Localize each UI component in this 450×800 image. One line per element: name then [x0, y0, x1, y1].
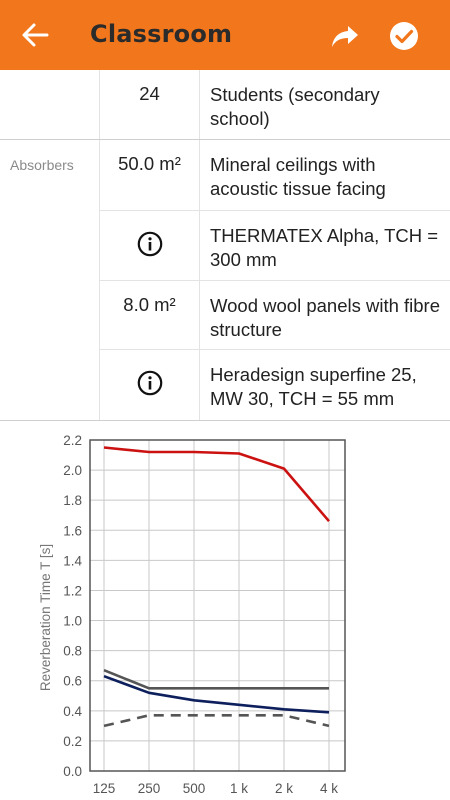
absorber-area: 50.0 m²: [100, 140, 200, 211]
y-tick-label: 0.0: [63, 764, 82, 779]
divider: [100, 280, 450, 281]
x-tick-label: 4 k: [320, 781, 338, 796]
row-label: [0, 281, 100, 350]
info-cell: [100, 350, 200, 421]
row-label: [0, 70, 100, 140]
page-title: Classroom: [90, 20, 233, 48]
absorber-area: 8.0 m²: [100, 281, 200, 350]
y-tick-label: 0.8: [63, 644, 82, 659]
row-label: [0, 350, 100, 421]
absorber-description: Mineral ceilings with acoustic tissue fa…: [210, 154, 386, 199]
arrow-left-icon[interactable]: [20, 21, 50, 49]
absorber-product-row: THERMATEX Alpha, TCH = 300 mm: [0, 211, 450, 281]
divider: [100, 349, 450, 350]
info-icon[interactable]: [137, 370, 163, 396]
students-description: Students (secondary school): [210, 84, 380, 129]
absorber-row: 8.0 m² Wood wool panels with fibre struc…: [0, 281, 450, 350]
check-circle-icon[interactable]: [389, 21, 419, 51]
y-tick-label: 0.2: [63, 734, 82, 749]
series-line-3: [103, 674, 330, 714]
x-tick-label: 250: [138, 781, 161, 796]
students-row: 24 Students (secondary school): [0, 70, 450, 140]
plot-frame: [89, 439, 346, 772]
reverberation-chart: 0.0 0.2 0.4 0.6 0.8 1.0 1.2 1.4 1.6 1.8 2.0 2.2 125 2…: [38, 433, 346, 796]
y-tick-label: 1.4: [63, 553, 82, 568]
info-cell: [100, 211, 200, 281]
students-count: 24: [100, 70, 200, 140]
absorber-product: Heradesign superfine 25, MW 30, TCH = 55…: [210, 364, 417, 409]
share-icon[interactable]: [330, 22, 360, 50]
x-tick-label: 1 k: [230, 781, 248, 796]
y-tick-label: 1.0: [63, 614, 82, 629]
absorber-product: THERMATEX Alpha, TCH = 300 mm: [210, 225, 439, 270]
series-line-2: [103, 668, 329, 690]
divider: [0, 420, 450, 421]
x-tick-label: 500: [183, 781, 206, 796]
y-tick-label: 0.6: [63, 674, 82, 689]
y-axis-label: Reverberation Time T [s]: [38, 544, 53, 691]
y-tick-label: 1.6: [63, 523, 82, 538]
x-tick-label: 125: [93, 781, 116, 796]
y-tick-label: 1.2: [63, 583, 82, 598]
row-label: [0, 211, 100, 281]
y-tick-label: 1.8: [63, 493, 82, 508]
details-table: 24 Students (secondary school) Absorbers…: [0, 70, 450, 421]
series-line-1: [103, 446, 330, 523]
info-icon[interactable]: [137, 231, 163, 257]
y-tick-label: 2.0: [63, 463, 82, 478]
y-tick-label: 0.4: [63, 704, 82, 719]
series-line-4: [103, 713, 330, 728]
divider: [0, 139, 450, 140]
absorber-product-row: Heradesign superfine 25, MW 30, TCH = 55…: [0, 350, 450, 421]
absorbers-label: Absorbers: [0, 140, 100, 211]
app-bar: Classroom: [0, 0, 450, 70]
divider: [100, 210, 450, 211]
x-tick-label: 2 k: [275, 781, 293, 796]
y-tick-label: 2.2: [63, 433, 82, 448]
absorber-description: Wood wool panels with fibre structure: [210, 295, 441, 340]
absorber-row: Absorbers 50.0 m² Mineral ceilings with …: [0, 140, 450, 211]
